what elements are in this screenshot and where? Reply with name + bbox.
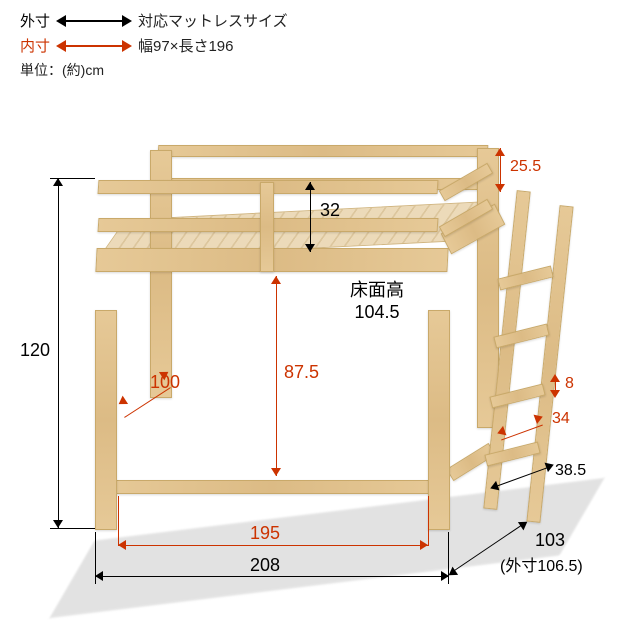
lbl-ladder-outer: 38.5 bbox=[555, 462, 586, 480]
post-front-right bbox=[428, 310, 450, 530]
lbl-guard-gap: 32 bbox=[320, 200, 340, 221]
arrow-icon bbox=[305, 182, 315, 190]
arrow-icon bbox=[495, 148, 505, 156]
lbl-ladder-inner: 34 bbox=[552, 410, 570, 428]
dim-guard-gap bbox=[310, 182, 311, 252]
arrow-icon bbox=[550, 374, 560, 382]
arrow-icon bbox=[271, 276, 281, 284]
lbl-guard-top: 25.5 bbox=[510, 158, 541, 176]
arrow-icon bbox=[53, 178, 63, 186]
rail-back-top bbox=[158, 145, 489, 157]
lbl-inner-width: 100 bbox=[150, 372, 180, 393]
lbl-total-height: 120 bbox=[20, 340, 50, 361]
arrow-icon bbox=[53, 520, 63, 528]
lbl-total-length: 208 bbox=[250, 555, 280, 576]
lbl-inner-length: 195 bbox=[250, 523, 280, 544]
floor-height-block: 床面高 104.5 bbox=[350, 280, 404, 323]
arrow-icon bbox=[495, 184, 505, 192]
arrow-icon bbox=[550, 390, 560, 398]
floor-shadow bbox=[50, 478, 605, 618]
dim-total-height bbox=[58, 178, 59, 528]
lbl-floor-height-label: 床面高 bbox=[350, 280, 404, 302]
ladder-rung bbox=[497, 266, 553, 291]
bed-diagram: 120 32 208 103 (外寸106.5) 床面高 104.5 38.5 bbox=[0, 0, 640, 640]
lbl-floor-height-value: 104.5 bbox=[350, 302, 404, 324]
lbl-depth-note: (外寸106.5) bbox=[500, 552, 583, 576]
arrow-icon bbox=[420, 540, 428, 550]
ext-line bbox=[118, 496, 119, 546]
arrow-icon bbox=[271, 468, 281, 476]
dim-inner-length bbox=[118, 545, 428, 546]
stretcher-front bbox=[106, 480, 439, 494]
arrow-icon bbox=[116, 396, 128, 409]
lbl-under-height: 87.5 bbox=[284, 362, 319, 383]
lbl-rung: 8 bbox=[565, 375, 574, 393]
arrow-icon bbox=[545, 460, 556, 472]
lbl-depth: 103 bbox=[535, 530, 565, 551]
dim-under-height bbox=[276, 276, 277, 476]
ext-line bbox=[50, 528, 95, 529]
dim-total-length bbox=[95, 576, 449, 577]
ext-line bbox=[428, 496, 429, 546]
arrow-icon bbox=[118, 540, 126, 550]
guard-mid-slat bbox=[260, 182, 274, 272]
post-front-left bbox=[95, 310, 117, 530]
arrow-icon bbox=[95, 571, 103, 581]
arrow-icon bbox=[305, 244, 315, 252]
